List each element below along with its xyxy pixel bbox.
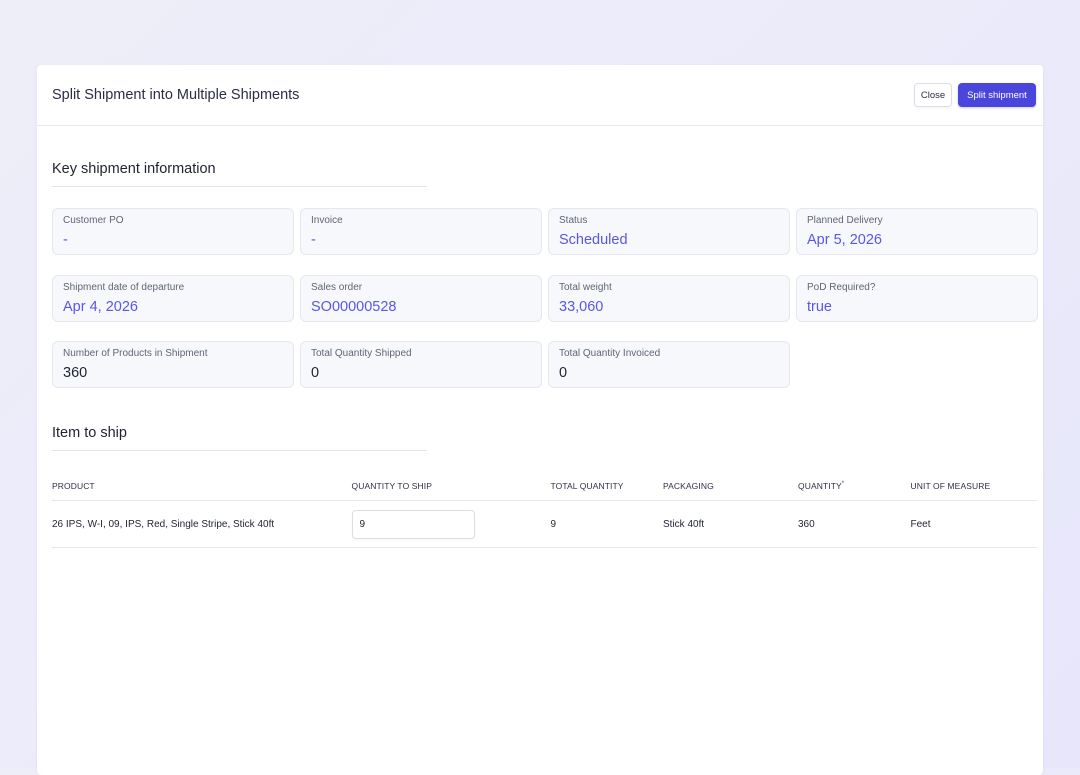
info-card-total-quantity-invoiced: Total Quantity Invoiced 0	[548, 341, 790, 388]
column-header-product: Product	[52, 481, 95, 491]
header-actions: Close Split shipment	[914, 83, 1036, 107]
split-shipment-modal: Split Shipment into Multiple Shipments C…	[37, 65, 1043, 775]
info-card-label: PoD Required?	[807, 281, 876, 293]
info-card-customer-po: Customer PO -	[52, 208, 294, 255]
info-card-value: 360	[63, 365, 88, 381]
column-header-quantity-label: Quantity	[798, 481, 842, 491]
info-card-pod-required: PoD Required? true	[796, 274, 1038, 322]
info-card-value: 0	[559, 365, 568, 381]
info-card-label: Total weight	[559, 281, 612, 293]
info-card-label: Number of Products in Shipment	[63, 348, 208, 359]
column-header-packaging: Packaging	[663, 481, 714, 491]
key-shipment-info-heading: Key shipment information	[52, 161, 427, 187]
cell-quantity: 360	[798, 518, 815, 530]
info-card-value: Apr 5, 2026	[807, 232, 882, 248]
cell-product: 26 IPS, W-I, 09, IPS, Red, Single Stripe…	[52, 518, 275, 530]
info-card-sales-order: Sales order SO00000528	[300, 274, 542, 322]
column-header-quantity-to-ship: Quantity to ship	[351, 481, 432, 491]
column-header-quantity: Quantity*	[798, 481, 911, 491]
info-card-departure-date: Shipment date of departure Apr 4, 2026	[52, 274, 294, 322]
info-card-label: Sales order	[311, 281, 363, 293]
cell-quantity-to-ship	[351, 509, 551, 539]
info-card-label: Invoice	[311, 215, 343, 226]
cell-unit-of-measure: Feet	[910, 518, 931, 530]
info-card-label: Total Quantity Shipped	[311, 348, 412, 359]
modal-title: Split Shipment into Multiple Shipments	[52, 87, 300, 103]
info-card-value: Scheduled	[559, 232, 628, 248]
info-card-invoice: Invoice -	[300, 208, 542, 255]
info-card-total-quantity-shipped: Total Quantity Shipped 0	[300, 341, 542, 388]
info-card-label: Customer PO	[63, 215, 124, 226]
info-card-value: 33,060	[559, 298, 604, 315]
info-card-value: Apr 4, 2026	[63, 298, 138, 315]
column-header-unit-of-measure: Unit of measure	[910, 481, 991, 491]
close-button[interactable]: Close	[914, 83, 952, 107]
cell-total-quantity: 9	[550, 518, 557, 530]
column-header-total-quantity: Total quantity	[550, 481, 624, 491]
modal-header: Split Shipment into Multiple Shipments C…	[37, 65, 1043, 126]
info-card-value: SO00000528	[311, 298, 397, 315]
info-card-planned-delivery: Planned Delivery Apr 5, 2026	[796, 208, 1038, 255]
info-card-number-of-products: Number of Products in Shipment 360	[52, 341, 294, 388]
info-card-value: -	[63, 232, 68, 248]
info-card-label: Planned Delivery	[807, 215, 883, 226]
info-card-value: true	[807, 298, 832, 315]
info-card-value: 0	[311, 365, 320, 381]
info-card-value: -	[311, 232, 316, 248]
info-card-label: Total Quantity Invoiced	[559, 348, 661, 359]
required-marker: *	[841, 481, 845, 488]
quantity-to-ship-input[interactable]	[351, 509, 475, 539]
info-card-status: Status Scheduled	[548, 208, 790, 255]
info-card-label: Status	[559, 215, 588, 226]
table-row: 26 IPS, W-I, 09, IPS, Red, Single Stripe…	[52, 501, 1037, 548]
info-card-total-weight: Total weight 33,060	[548, 274, 790, 322]
item-to-ship-heading: Item to ship	[52, 425, 427, 451]
items-table: Product Quantity to ship Total quantity …	[52, 472, 1037, 548]
items-table-header: Product Quantity to ship Total quantity …	[52, 472, 1037, 501]
info-card-label: Shipment date of departure	[63, 281, 185, 293]
cell-packaging: Stick 40ft	[663, 518, 705, 530]
key-info-grid: Customer PO - Invoice - Status Scheduled…	[52, 208, 1038, 388]
split-shipment-button[interactable]: Split shipment	[958, 83, 1036, 107]
